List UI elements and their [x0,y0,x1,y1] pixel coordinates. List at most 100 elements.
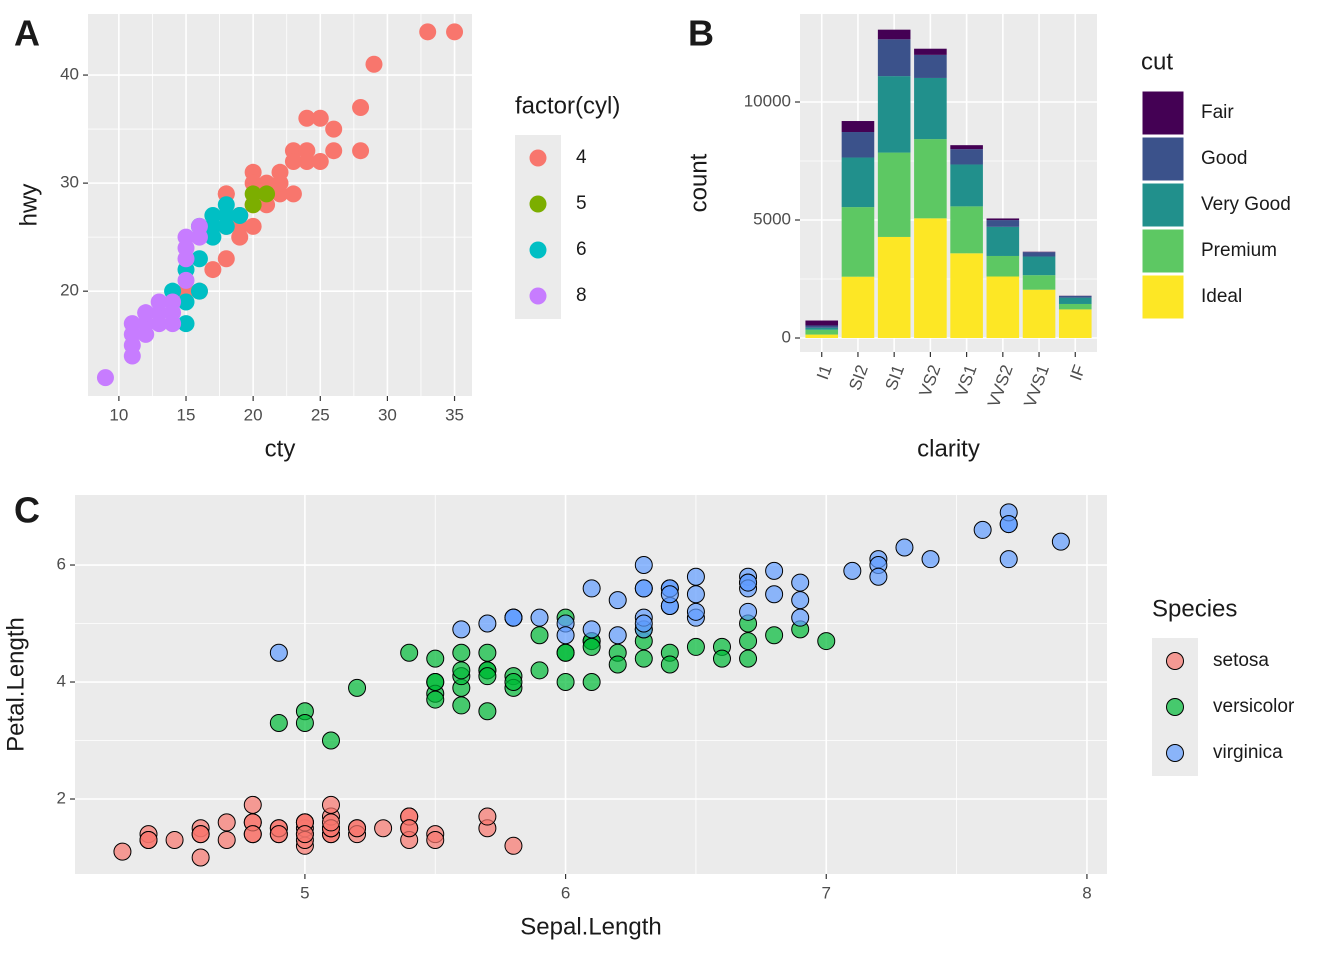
point [504,608,523,627]
x-tick-label: VVS2 [984,362,1017,409]
bar-segment [841,276,875,339]
point [123,347,141,365]
point [190,250,208,268]
point [217,830,236,849]
y-tick-label: 40 [60,65,79,84]
y-axis-title: count [685,153,712,212]
bar-segment [1022,256,1056,276]
point [325,142,343,160]
point [352,98,370,116]
point [739,649,758,668]
point [165,830,184,849]
point [446,23,464,41]
point [530,626,549,645]
point [426,690,445,709]
point [686,637,705,656]
point [217,217,235,235]
point [348,819,367,838]
bar-segment [950,145,983,150]
point [452,661,471,680]
bar-segment [950,253,983,339]
point [478,807,497,826]
legend-marker [1166,744,1184,762]
y-tick-label: 5000 [753,209,791,228]
point [556,643,575,662]
point [321,731,340,750]
bar-segment [877,236,911,339]
point [243,795,262,814]
point [634,614,653,633]
point [765,561,784,580]
point [869,567,888,586]
bar-segment [1058,309,1092,339]
point [204,261,222,279]
legend-label: Ideal [1201,286,1242,307]
legend-key [1141,228,1185,274]
point [582,637,601,656]
bar-segment [877,39,911,77]
x-tick-label: 35 [445,405,464,424]
y-tick-label: 0 [782,327,791,346]
point [765,626,784,645]
point [452,643,471,662]
point [113,842,132,861]
x-tick-label: SI2 [845,362,872,392]
bar-segment [877,29,911,40]
bar-segment [1058,295,1092,298]
legend-marker [529,287,547,305]
legend-label: 4 [576,147,587,168]
point [217,250,235,268]
legend-marker [529,149,547,167]
point [999,550,1018,569]
point [660,585,679,604]
point [177,228,195,246]
point [556,626,575,645]
point [582,579,601,598]
legend-label: Fair [1201,102,1234,123]
y-tick-label: 6 [57,555,66,574]
point [164,304,182,322]
point [921,550,940,569]
point [244,185,262,203]
point [325,120,343,138]
point [191,825,210,844]
point [419,23,437,41]
point [190,282,208,300]
point [269,713,288,732]
point [365,55,383,73]
point [374,819,393,838]
legend-label: virginica [1213,742,1283,763]
point [139,830,158,849]
bar-segment [1022,252,1056,257]
y-axis-title: Petal.Length [2,617,29,752]
y-axis-title: hwy [15,184,42,227]
point [817,632,836,651]
point [400,643,419,662]
bar-segment [1022,275,1056,290]
legend-title: cut [1141,48,1173,75]
point [582,673,601,692]
point [204,228,222,246]
point [244,217,262,235]
x-axis-title: Sepal.Length [520,913,661,940]
legend-marker [529,241,547,259]
legend-title: Species [1152,595,1237,622]
point [1051,532,1070,551]
point [426,673,445,692]
x-axis-title: clarity [917,435,980,462]
x-tick-label: 20 [244,405,263,424]
x-tick-label: I1 [813,362,836,382]
legend-title: factor(cyl) [515,92,620,119]
bar-segment [805,320,839,326]
point [321,795,340,814]
point [739,602,758,621]
bar-segment [986,276,1020,339]
bar-segment [950,164,983,207]
legend-label: 6 [576,239,587,260]
point [217,813,236,832]
legend-label: 8 [576,285,587,306]
bar-segment [805,329,839,335]
point [426,830,445,849]
point [530,661,549,680]
bar-segment [805,325,839,328]
